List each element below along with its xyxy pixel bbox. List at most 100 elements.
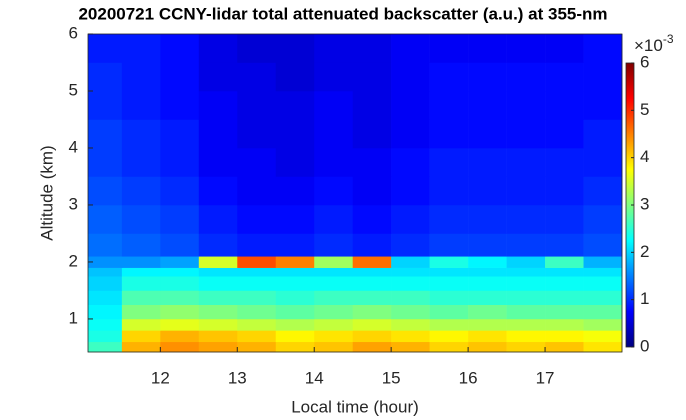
heatmap-cell [237,267,277,277]
heatmap-cell [352,62,392,92]
heatmap-cell [391,267,430,277]
heatmap-cell [237,290,277,305]
heatmap-cell [352,147,392,177]
colorbar-exponent-power: -3 [663,32,674,46]
heatmap-cell [545,34,584,63]
heatmap-cell [545,330,584,343]
heatmap-cell [352,256,392,268]
heatmap-cell [583,290,623,305]
heatmap-cell [121,256,161,268]
heatmap-cell [160,290,200,305]
heatmap-cell [160,204,200,234]
heatmap-cell [545,233,584,257]
heatmap-cell [160,330,200,343]
heatmap-cell [88,256,123,268]
heatmap-cell [352,267,392,277]
heatmap-cell [352,341,392,353]
heatmap-cell [429,233,469,257]
heatmap-cell [583,204,623,234]
heatmap-cell [160,318,200,331]
heatmap-cell [275,62,315,92]
heatmap-cell [237,276,277,291]
plot-frame [87,33,623,353]
heatmap-cell [275,34,315,63]
heatmap-cell [468,304,507,320]
heatmap-cell [121,276,161,291]
heatmap-cell [160,147,200,177]
heatmap-cell [391,147,430,177]
heatmap-cell [314,267,353,277]
heatmap-cell [545,267,584,277]
heatmap-cell [314,62,353,92]
colorbar-tick-label: 3 [640,194,649,213]
heatmap-cell [314,34,353,63]
heatmap-cell [468,119,507,149]
heatmap-cell [88,318,123,331]
heatmap-cell [583,267,623,277]
heatmap-cell [275,176,315,206]
heatmap-cell [506,233,546,257]
heatmap-cell [88,176,123,206]
heatmap-cell [352,290,392,305]
heatmap-cell [583,276,623,291]
heatmap-cell [391,276,430,291]
x-tick-label: 12 [151,368,170,387]
heatmap-cell [121,176,161,206]
heatmap-cell [352,119,392,149]
heatmap-cell [275,119,315,149]
heatmap-cell [352,176,392,206]
x-tick-label: 17 [536,368,555,387]
heatmap-cell [429,318,469,331]
heatmap-cell [429,304,469,320]
heatmap-cell [506,276,546,291]
heatmap-cell [506,147,546,177]
heatmap-cell [160,176,200,206]
heatmap-cell [314,304,353,320]
colorbar-tick-label: 1 [640,289,649,308]
heatmap-cell [391,330,430,343]
chart-title: 20200721 CCNY-lidar total attenuated bac… [78,4,607,23]
heatmap-cell [468,176,507,206]
heatmap-cell [275,276,315,291]
heatmap-cell [352,276,392,291]
heatmap-cell [198,233,238,257]
heatmap-cell [545,62,584,92]
heatmap-cell [545,147,584,177]
heatmap-cell [429,204,469,234]
heatmap-cell [160,62,200,92]
y-tick-label: 6 [69,23,78,42]
heatmap-cell [198,256,238,268]
heatmap-cell [198,341,238,353]
heatmap-cell [545,176,584,206]
heatmap-cell [275,233,315,257]
x-tick-label: 16 [459,368,478,387]
heatmap-cell [506,256,546,268]
heatmap-cell [88,204,123,234]
heatmap-cell [88,90,123,120]
heatmap-cell [314,204,353,234]
heatmap-cell [429,256,469,268]
y-tick-label: 3 [69,194,78,213]
heatmap-cell [545,204,584,234]
heatmap-cell [237,119,277,149]
heatmap-cell [237,330,277,343]
heatmap-cell [160,341,200,353]
heatmap-cell [314,318,353,331]
heatmap-cell [468,147,507,177]
heatmap-cell [314,330,353,343]
heatmap-cell [314,233,353,257]
y-tick-label: 1 [69,308,78,327]
heatmap-cell [237,34,277,63]
heatmap-cell [198,276,238,291]
heatmap-cell [121,34,161,63]
heatmap-cell [583,256,623,268]
heatmap-cell [121,330,161,343]
heatmap-cell [198,90,238,120]
heatmap-cell [314,290,353,305]
heatmap-cell [275,90,315,120]
heatmap-cell [275,318,315,331]
heatmap-cell [429,276,469,291]
heatmap-cell [352,318,392,331]
heatmap-cell [160,256,200,268]
heatmap-cell [468,341,507,353]
